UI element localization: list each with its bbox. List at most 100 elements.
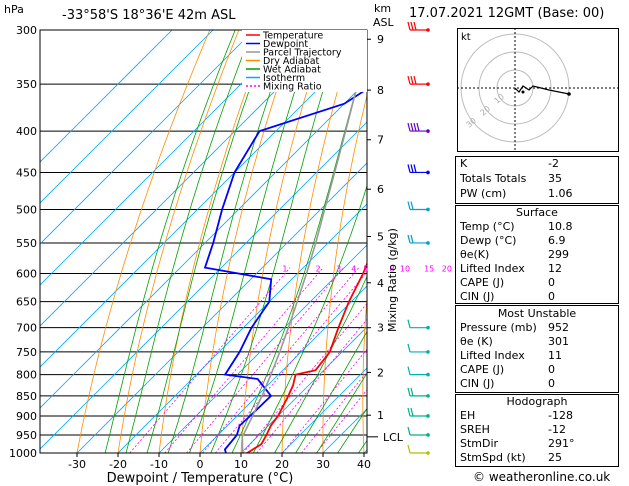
km-label-4: 4 — [377, 277, 384, 290]
pressure-label-400: 400 — [16, 125, 37, 138]
mixing-ratio-lines — [129, 267, 367, 453]
km-label-1: 1 — [377, 409, 384, 422]
hodograph-kt-label: kt — [461, 32, 471, 43]
hodograph-table-title: Hodograph — [506, 395, 568, 408]
pressure-label-550: 550 — [16, 237, 37, 250]
most-unstable-value: 952 — [548, 321, 569, 334]
index-value: 1.06 — [548, 187, 573, 200]
series-parcel-trajectory — [241, 48, 367, 453]
pressure-label-350: 350 — [16, 78, 37, 91]
pressure-label-300: 300 — [16, 24, 37, 37]
asl-label: ASL — [373, 16, 395, 29]
index-value: -2 — [548, 157, 559, 170]
wet-adiabat-20 — [274, 275, 367, 453]
dry-adiabat-0 — [199, 30, 298, 453]
wet-adiabat-15 — [253, 184, 367, 453]
km-label-3: 3 — [377, 322, 384, 335]
surface-key: CAPE (J) — [460, 276, 505, 289]
mixing-ratio-label-5: 5 — [363, 265, 368, 274]
hpa-label: hPa — [4, 3, 24, 16]
pressure-label-700: 700 — [16, 322, 37, 335]
surface-value: 299 — [548, 248, 569, 261]
km-label-6: 6 — [377, 183, 384, 196]
index-key: PW (cm) — [460, 187, 507, 200]
dry-adiabat-40 — [362, 292, 367, 453]
indices-box — [455, 156, 619, 204]
x-tick-label--20: -20 — [109, 458, 127, 471]
pressure-label-500: 500 — [16, 203, 37, 216]
km-label: km — [374, 2, 391, 15]
legend-item-4: Wet Adiabat — [263, 65, 321, 76]
pressure-label-950: 950 — [16, 429, 37, 442]
wind-barb-550 — [407, 234, 430, 245]
hodograph-value: -128 — [548, 409, 573, 422]
legend-item-0: Temperature — [262, 31, 323, 42]
most-unstable-key: θe (K) — [460, 335, 493, 348]
mixing-ratio-label-4: 4 — [351, 265, 356, 274]
wind-barb-300 — [407, 21, 430, 32]
wind-barb-850 — [407, 387, 430, 398]
pressure-label-650: 650 — [16, 296, 37, 309]
legend-item-5: Isotherm — [263, 73, 305, 84]
wet-adiabat--10 — [146, 30, 272, 453]
wet-adiabat-40 — [358, 439, 367, 453]
mixing-ratio-label-3: 3 — [336, 265, 341, 274]
most-unstable-box — [455, 305, 619, 393]
isotherm--40 — [40, 121, 367, 450]
surface-value: 10.8 — [548, 220, 573, 233]
surface-value: 6.9 — [548, 234, 566, 247]
wind-barb-350 — [407, 76, 430, 86]
km-label-5: 5 — [377, 231, 384, 244]
wet-adiabat--5 — [167, 30, 293, 453]
hodograph-frame — [457, 28, 619, 152]
dry-adiabat--20 — [117, 30, 240, 453]
profile-series — [203, 48, 367, 453]
most-unstable-value: 301 — [548, 335, 569, 348]
location-title: -33°58'S 18°36'E 42m ASL — [62, 8, 236, 23]
most-unstable-value: 0 — [548, 377, 555, 390]
pressure-label-750: 750 — [16, 346, 37, 359]
isotherm--30 — [76, 162, 367, 453]
plot-frame — [39, 29, 368, 454]
isotherm-20 — [281, 367, 367, 453]
pressure-label-1000: 1000 — [9, 447, 37, 460]
mixing-ratio-label-20: 20 — [442, 265, 452, 274]
most-unstable-value: 0 — [548, 363, 555, 376]
hodograph-key: StmSpd (kt) — [460, 451, 526, 464]
wet-adiabat-0 — [189, 30, 316, 453]
wind-barb-900 — [407, 407, 430, 418]
series-temperature — [244, 261, 367, 453]
km-label-2: 2 — [377, 366, 384, 379]
most-unstable-key: Pressure (mb) — [460, 321, 537, 334]
hodograph: kt 10 20 30 — [457, 28, 619, 152]
wind-barb-400 — [407, 122, 430, 133]
hodograph-key: SREH — [460, 423, 490, 436]
mixing-ratio-line-2 — [164, 267, 324, 453]
km-label-8: 8 — [377, 84, 384, 97]
mixing-ratio-line-10 — [256, 318, 367, 453]
mixing-ratio-line-3 — [186, 267, 345, 453]
surface-key: CIN (J) — [460, 290, 495, 303]
mixing-ratio-label-2: 2 — [316, 265, 321, 274]
most-unstable-key: CAPE (J) — [460, 363, 505, 376]
km-label-7: 7 — [377, 134, 384, 147]
surface-key: θe(K) — [460, 248, 490, 261]
legend-item-6: Mixing Ratio — [263, 82, 322, 93]
most-unstable-key: Lifted Index — [460, 349, 525, 362]
wet-adiabat-25 — [295, 330, 367, 453]
hodograph-key: StmDir — [460, 437, 499, 450]
pressure-label-800: 800 — [16, 369, 37, 382]
x-tick-label-20: 20 — [275, 458, 289, 471]
wind-barb-750 — [407, 343, 430, 354]
wind-barb-700 — [407, 319, 430, 330]
index-key: Totals Totals — [460, 172, 527, 185]
surface-value: 0 — [548, 290, 555, 303]
wet-adiabat--20 — [104, 30, 236, 453]
surface-key: Dewp (°C) — [460, 234, 517, 247]
hodograph-trace — [514, 85, 570, 95]
mixing-ratio-label-15: 15 — [424, 265, 434, 274]
x-tick-label-10: 10 — [234, 458, 248, 471]
mixing-ratio-labels: 12345810152025 — [282, 265, 452, 274]
x-axis-label: Dewpoint / Temperature (°C) — [107, 471, 294, 486]
